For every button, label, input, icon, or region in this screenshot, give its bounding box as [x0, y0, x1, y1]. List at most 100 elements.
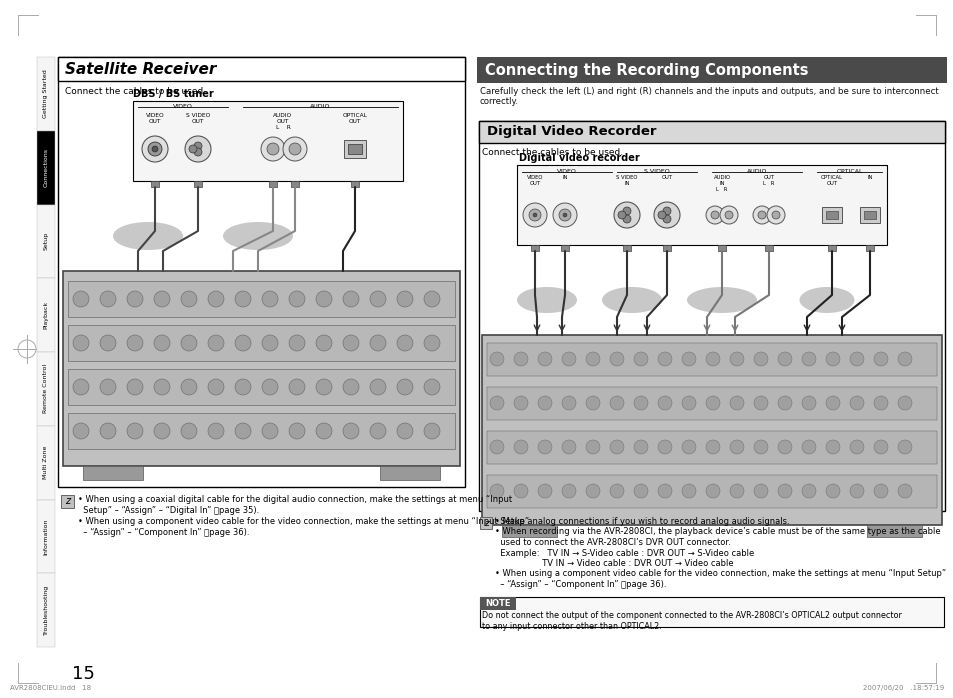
Text: Digital Video Recorder: Digital Video Recorder — [486, 126, 656, 138]
Circle shape — [873, 484, 887, 498]
Circle shape — [681, 396, 696, 410]
Circle shape — [289, 379, 305, 395]
Circle shape — [614, 202, 639, 228]
Bar — [193, 181, 202, 187]
Text: Setup” – “Assign” – “Digital In” page 35).: Setup” – “Assign” – “Digital In” page 3… — [78, 506, 259, 515]
Circle shape — [825, 484, 840, 498]
Bar — [486, 475, 936, 508]
Circle shape — [609, 484, 623, 498]
Circle shape — [585, 352, 599, 366]
Circle shape — [423, 379, 439, 395]
Text: OUT
L   R: OUT L R — [762, 175, 774, 186]
Text: IN: IN — [866, 175, 872, 180]
Circle shape — [370, 423, 386, 439]
Bar — [379, 466, 439, 480]
Bar — [821, 207, 841, 223]
Circle shape — [771, 211, 780, 219]
Circle shape — [729, 440, 743, 454]
Circle shape — [801, 484, 815, 498]
Circle shape — [662, 207, 670, 215]
Ellipse shape — [517, 287, 577, 313]
Circle shape — [181, 335, 196, 351]
Text: Example:   TV IN → S-Video cable : DVR OUT → S-Video cable: Example: TV IN → S-Video cable : DVR OUT… — [495, 549, 754, 558]
Circle shape — [609, 440, 623, 454]
Circle shape — [622, 215, 630, 223]
Circle shape — [658, 440, 671, 454]
Circle shape — [343, 335, 358, 351]
Text: 2007/06/20   ․18:57:19: 2007/06/20 ․18:57:19 — [862, 685, 943, 691]
Bar — [486, 387, 936, 420]
Text: used to connect the AVR-2808CI’s DVR OUT connector.: used to connect the AVR-2808CI’s DVR OUT… — [495, 538, 730, 547]
Circle shape — [553, 203, 577, 227]
Circle shape — [801, 352, 815, 366]
Circle shape — [897, 440, 911, 454]
Bar — [662, 245, 670, 251]
Bar — [37, 500, 55, 573]
Text: AUDIO: AUDIO — [746, 169, 766, 174]
Circle shape — [537, 352, 552, 366]
Text: VIDEO: VIDEO — [172, 104, 193, 109]
Bar — [827, 245, 835, 251]
Circle shape — [658, 484, 671, 498]
Circle shape — [181, 423, 196, 439]
Bar — [865, 245, 873, 251]
Circle shape — [208, 291, 224, 307]
Circle shape — [127, 291, 143, 307]
Circle shape — [490, 440, 503, 454]
Circle shape — [289, 291, 305, 307]
Circle shape — [618, 211, 625, 219]
Circle shape — [262, 335, 277, 351]
Circle shape — [208, 423, 224, 439]
Bar — [348, 144, 361, 154]
Circle shape — [100, 379, 116, 395]
Circle shape — [208, 379, 224, 395]
Circle shape — [705, 352, 720, 366]
Circle shape — [193, 148, 202, 156]
Circle shape — [753, 352, 767, 366]
Text: Connect the cables to be used.: Connect the cables to be used. — [481, 148, 622, 157]
Circle shape — [193, 142, 202, 150]
Bar — [37, 279, 55, 352]
Circle shape — [654, 202, 679, 228]
Bar — [825, 211, 837, 219]
Circle shape — [73, 335, 89, 351]
Circle shape — [801, 396, 815, 410]
Text: VIDEO: VIDEO — [557, 169, 577, 174]
Bar — [68, 325, 455, 361]
Text: Troubleshooting: Troubleshooting — [44, 585, 49, 635]
Circle shape — [262, 291, 277, 307]
Circle shape — [315, 379, 332, 395]
Circle shape — [753, 484, 767, 498]
Circle shape — [100, 423, 116, 439]
Text: Carefully check the left (L) and right (R) channels and the inputs and outputs, : Carefully check the left (L) and right (… — [479, 87, 938, 106]
Circle shape — [142, 136, 168, 162]
Text: OPTICAL
OUT: OPTICAL OUT — [342, 113, 367, 124]
Circle shape — [262, 423, 277, 439]
Circle shape — [705, 484, 720, 498]
Bar — [764, 245, 772, 251]
Circle shape — [849, 396, 863, 410]
Circle shape — [729, 484, 743, 498]
Circle shape — [73, 423, 89, 439]
Text: S VIDEO: S VIDEO — [643, 169, 669, 174]
Circle shape — [753, 440, 767, 454]
Circle shape — [490, 484, 503, 498]
Text: NOTE: NOTE — [485, 598, 510, 607]
Circle shape — [289, 143, 301, 155]
Bar — [37, 131, 55, 205]
Text: Information: Information — [44, 518, 49, 555]
Circle shape — [634, 484, 647, 498]
Text: VIDEO
OUT: VIDEO OUT — [526, 175, 542, 186]
Text: IN: IN — [561, 175, 567, 180]
Bar — [560, 245, 568, 251]
Circle shape — [609, 396, 623, 410]
Circle shape — [315, 291, 332, 307]
Text: AUDIO: AUDIO — [310, 104, 331, 109]
Circle shape — [127, 335, 143, 351]
Text: – “Assign” – “Component In” page 36).: – “Assign” – “Component In” page 36). — [78, 528, 250, 537]
Circle shape — [343, 423, 358, 439]
Circle shape — [801, 440, 815, 454]
Bar — [58, 57, 464, 81]
Circle shape — [729, 352, 743, 366]
Text: • When using a coaxial digital cable for the digital audio connection, make the : • When using a coaxial digital cable for… — [78, 495, 512, 504]
